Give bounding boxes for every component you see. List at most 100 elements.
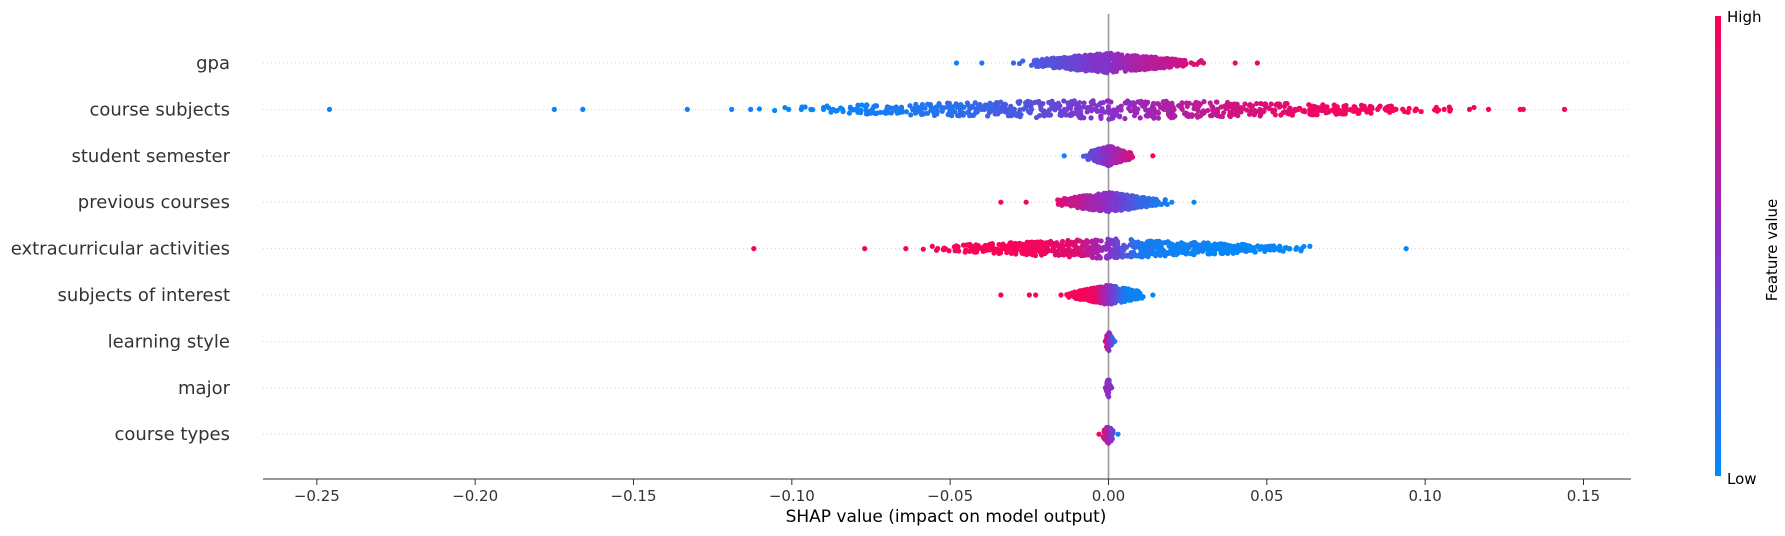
- shap-point: [1195, 100, 1201, 106]
- shap-point: [1051, 245, 1057, 251]
- shap-point: [1242, 101, 1248, 107]
- shap-point: [1155, 109, 1161, 115]
- x-axis: −0.25 −0.20 −0.15 −0.10 −0.05 0.00 0.05 0.10 0.1…: [263, 478, 1631, 505]
- shap-point: [1095, 157, 1101, 163]
- feature-label: extracurricular activities: [11, 239, 230, 260]
- shap-point: [993, 100, 1000, 106]
- shap-point: [1040, 100, 1046, 107]
- shap-point: [1128, 54, 1134, 60]
- shap-point: [1023, 104, 1029, 110]
- shap-point: [964, 109, 971, 116]
- shap-point: [1100, 160, 1107, 166]
- shap-point: [1053, 60, 1059, 66]
- shap-point: [1103, 50, 1110, 57]
- shap-point: [1096, 292, 1102, 298]
- shap-point: [1098, 194, 1104, 200]
- shap-point: [1200, 248, 1206, 254]
- shap-point: [1121, 291, 1127, 297]
- shap-point: [1148, 247, 1154, 253]
- shap-point: [1104, 62, 1110, 69]
- shap-point: [1008, 240, 1014, 246]
- shap-point: [1075, 57, 1081, 63]
- shap-point: [1189, 241, 1195, 248]
- shap-point: [1004, 249, 1010, 256]
- shap-point: [1149, 113, 1155, 119]
- shap-point: [855, 102, 861, 108]
- shap-point: [1131, 104, 1138, 110]
- shap-point: [1099, 57, 1105, 63]
- shap-point: [1120, 296, 1126, 302]
- shap-point: [1149, 60, 1155, 66]
- shap-point: [1049, 104, 1055, 110]
- shap-point: [1115, 431, 1121, 437]
- shap-point: [1150, 292, 1156, 298]
- shap-point: [1110, 299, 1116, 306]
- shap-point: [1096, 101, 1102, 108]
- shap-point: [1118, 107, 1124, 113]
- shap-point: [580, 106, 586, 112]
- shap-point: [1082, 296, 1088, 302]
- shap-point: [957, 105, 963, 111]
- shap-point: [1084, 109, 1090, 115]
- shap-point: [1436, 107, 1442, 113]
- colorbar-title: Feature value: [1763, 199, 1781, 301]
- shap-point: [1104, 253, 1110, 259]
- shap-point: [1110, 288, 1116, 294]
- shap-point: [1090, 299, 1096, 305]
- shap-point: [992, 246, 998, 252]
- shap-point: [1052, 252, 1058, 258]
- shap-point: [1069, 110, 1075, 116]
- shap-point: [1039, 244, 1045, 250]
- shap-point: [1108, 438, 1114, 444]
- shap-point: [952, 109, 958, 115]
- shap-point: [855, 109, 861, 115]
- shap-point: [1017, 107, 1023, 113]
- shap-point: [1109, 248, 1116, 254]
- shap-point: [1135, 239, 1141, 245]
- shap-point: [1127, 100, 1133, 106]
- shap-point: [903, 109, 909, 115]
- shap-point: [1026, 292, 1032, 298]
- shap-point: [864, 102, 870, 108]
- shap-point: [1015, 99, 1021, 105]
- shap-point: [1111, 158, 1117, 165]
- shap-point: [1240, 242, 1246, 248]
- shap-point: [1080, 57, 1086, 63]
- shap-point: [1077, 238, 1083, 244]
- shap-point: [1471, 104, 1477, 111]
- shap-point: [1095, 62, 1101, 68]
- shap-point: [1137, 115, 1143, 121]
- shap-point: [1520, 106, 1526, 112]
- shap-point: [1070, 197, 1076, 204]
- shap-point: [1122, 115, 1128, 122]
- shap-point: [1104, 154, 1110, 161]
- shap-point: [1080, 243, 1086, 249]
- shap-point: [1075, 104, 1081, 110]
- shap-point: [1113, 60, 1119, 67]
- shap-point: [1155, 115, 1162, 121]
- shap-point: [1134, 110, 1140, 116]
- shap-point: [998, 199, 1004, 205]
- shap-point: [1150, 108, 1156, 115]
- shap-point: [1058, 292, 1064, 298]
- shap-point: [1001, 102, 1007, 108]
- shap-point: [1133, 288, 1139, 294]
- shap-point: [1150, 153, 1156, 159]
- shap-point: [1406, 105, 1412, 112]
- feature-label: previous courses: [78, 192, 230, 213]
- shap-point: [941, 245, 947, 251]
- shap-point: [1201, 99, 1207, 105]
- shap-point: [1103, 430, 1110, 436]
- shap-point: [1033, 114, 1040, 121]
- shap-point: [1239, 246, 1245, 252]
- shap-point: [1033, 60, 1040, 66]
- shap-point: [1078, 290, 1085, 296]
- shap-point: [1072, 243, 1078, 249]
- shap-point: [1112, 207, 1118, 214]
- shap-point: [1089, 100, 1095, 106]
- shap-point: [1087, 104, 1093, 110]
- shap-point: [1294, 244, 1300, 251]
- shap-point: [925, 110, 931, 116]
- shap-point: [974, 107, 980, 113]
- shap-point: [1169, 199, 1175, 205]
